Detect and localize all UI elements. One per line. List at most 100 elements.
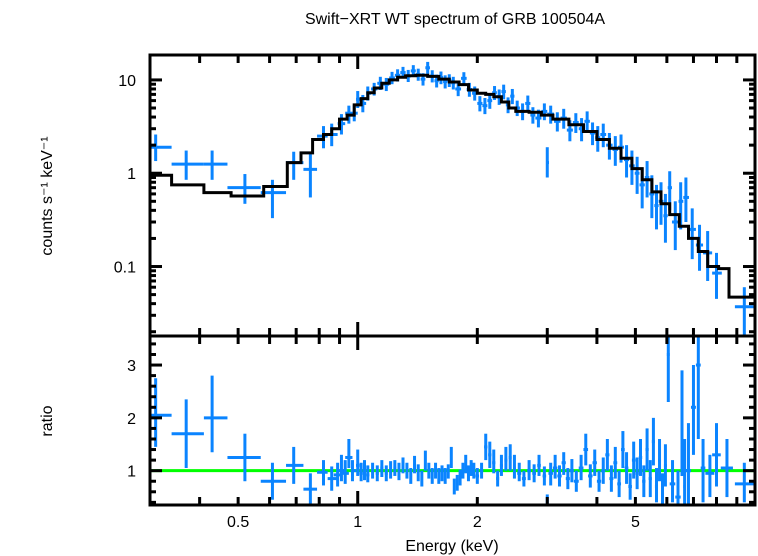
spectrum-data-point (150, 134, 172, 162)
ratio-data-point (561, 452, 566, 475)
ratio-data-point (203, 375, 228, 453)
ratio-data-point (512, 454, 516, 479)
ratio-data-point (690, 365, 696, 455)
ratio-data-point (327, 466, 338, 491)
ratio-data-point (492, 449, 496, 474)
plot-frames (148, 53, 757, 507)
spectrum-data-point (510, 88, 515, 105)
ratio-data-point (455, 474, 459, 491)
ratio-data-point (409, 468, 413, 484)
spectrum-data-point (545, 147, 549, 178)
ratio-data-point (621, 431, 625, 469)
x-tick-label: 5 (631, 514, 640, 531)
spectrum-y-axis-label: counts s⁻¹ keV⁻¹ (39, 136, 56, 255)
ratio-data-point (631, 441, 636, 479)
ratio-data-point (508, 444, 512, 471)
ratio-data-point (651, 417, 655, 466)
ratio-data-point (517, 462, 522, 482)
ratio-data-point (601, 457, 606, 484)
spectrum-data-point (688, 208, 696, 260)
spectrum-data-point (671, 201, 679, 251)
ratio-data-point (617, 470, 622, 498)
ratio-data-point (440, 465, 444, 482)
spectrum-data-point (461, 72, 467, 86)
ratio-panel-frame (148, 334, 757, 507)
ratio-data-point (578, 454, 584, 481)
ratio-data-point (466, 465, 470, 482)
ratio-data-point (171, 399, 204, 469)
spectrum-data-point (623, 145, 630, 178)
spectrum-data-point (589, 122, 596, 146)
spectrum-model-series (150, 73, 755, 299)
ratio-data-point (416, 464, 420, 482)
spectrum-data-point (683, 177, 689, 223)
ratio-data-point (609, 465, 614, 492)
ratio-data-point (669, 460, 676, 503)
spectrum-data-series (150, 61, 755, 336)
x-tick-label: 2 (473, 514, 482, 531)
ratio-data-point (537, 454, 541, 476)
ratio-data-point (712, 423, 721, 487)
ratio-data-point (479, 462, 484, 479)
x-tick-labels: 0.5 1 2 5 (227, 514, 640, 531)
ratio-data-point (443, 468, 447, 484)
ratio-data-point (341, 460, 349, 484)
spectrum-data-point (584, 111, 590, 133)
ratio-data-point (569, 459, 574, 483)
ratio-data-point (458, 469, 462, 486)
ratio-data-point (355, 449, 360, 476)
ratio-data-point (705, 454, 715, 498)
ratio-data-point (552, 454, 558, 479)
ratio-data-point (389, 461, 393, 479)
ratio-data-point (700, 438, 706, 503)
ratio-data-point (504, 446, 508, 471)
ratio-data-point (583, 433, 589, 466)
ratio-data-point (434, 462, 438, 479)
ratio-data-point (303, 473, 318, 505)
spectrum-data-point (554, 112, 561, 132)
ratio-data-point (642, 465, 646, 498)
ratio-data-point (695, 336, 701, 439)
ratio-data-point (532, 464, 536, 483)
ratio-data-point (624, 452, 629, 484)
ratio-data-point (371, 462, 375, 479)
ratio-data-point (286, 446, 304, 484)
spectrum-y-tick-labels: 0.1 1 10 (114, 73, 136, 277)
ratio-data-point (675, 470, 681, 505)
ratio-data-point (666, 336, 670, 403)
ratio-data-point (401, 457, 405, 474)
ratio-data-point (484, 433, 488, 461)
ratio-data-point (150, 378, 172, 447)
x-axis-label: Energy (keV) (405, 538, 498, 555)
ratio-data-point (720, 438, 733, 498)
ratio-y-axis-label: ratio (39, 405, 56, 436)
spectrum-data-point (482, 98, 488, 115)
spectrum-data-point (525, 95, 531, 113)
spectrum-data-point (634, 156, 640, 194)
ratio-data-point (375, 465, 379, 482)
ratio-data-point (638, 438, 643, 476)
ratio-data-point (527, 460, 532, 481)
ratio-data-point (683, 438, 687, 505)
spectrum-data-point (663, 193, 668, 243)
ratio-data-point (605, 438, 610, 471)
ratio-data-point (658, 438, 662, 482)
ratio-data-point (227, 433, 261, 482)
y-tick-label: 3 (127, 358, 136, 375)
spectrum-data-point (530, 107, 536, 124)
ratio-data-point (635, 457, 639, 490)
ratio-data-point (663, 444, 667, 487)
ratio-data-point (521, 470, 526, 487)
y-tick-label: 2 (127, 411, 136, 428)
ratio-data-point (660, 473, 664, 505)
y-tick-label: 10 (118, 73, 136, 90)
y-tick-label: 1 (127, 464, 136, 481)
ratio-data-point (449, 446, 453, 469)
ratio-data-point (317, 460, 328, 486)
spectrum-data-point (501, 84, 506, 100)
ratio-data-point (680, 370, 684, 476)
ratio-data-point (469, 460, 473, 476)
ratio-data-point (596, 470, 602, 492)
x-tick-label: 0.5 (227, 514, 249, 531)
